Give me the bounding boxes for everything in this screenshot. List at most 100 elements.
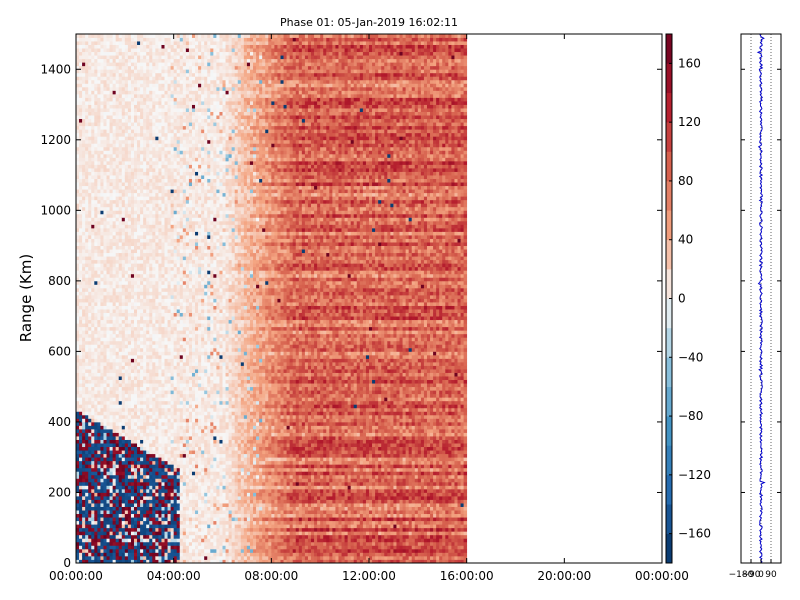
heatmap-cell [146, 245, 150, 250]
heatmap-cell [124, 545, 129, 550]
heatmap-cell [109, 503, 114, 507]
heatmap-cell [85, 153, 89, 158]
heatmap-cell [149, 146, 153, 151]
heatmap-cell [88, 291, 92, 296]
heatmap-cell [152, 273, 156, 278]
heatmap-cell [85, 354, 89, 359]
heatmap-cell [76, 280, 80, 285]
heatmap-cell [76, 517, 80, 522]
heatmap-cell [124, 527, 129, 532]
heatmap-cell [155, 182, 159, 187]
heatmap-cell [124, 436, 129, 440]
heatmap-cell [161, 122, 165, 127]
heatmap-cell [88, 97, 92, 102]
heatmap-cell [170, 464, 175, 469]
heatmap-cell [161, 365, 165, 370]
heatmap-cell [85, 421, 89, 426]
heatmap-cell [155, 213, 159, 218]
heatmap-cell [112, 379, 117, 384]
heatmap-cell [133, 192, 138, 197]
heatmap-cell [173, 386, 178, 391]
heatmap-cell [97, 160, 101, 165]
heatmap-cell [127, 203, 132, 208]
heatmap-cell [106, 118, 110, 123]
heatmap-cell [94, 287, 98, 292]
heatmap-cell [158, 160, 162, 165]
heatmap-cell [124, 252, 129, 257]
heatmap-cell [115, 333, 120, 338]
heatmap-cell [112, 37, 117, 42]
heatmap-cell [155, 192, 159, 197]
heatmap-cell [173, 196, 178, 201]
heatmap-cell [100, 287, 104, 292]
heatmap-cell [161, 196, 165, 201]
heatmap-cell [164, 302, 168, 306]
heatmap-cell [158, 227, 162, 232]
heatmap-cell [103, 400, 107, 405]
heatmap-cell [146, 471, 150, 476]
heatmap-cell [79, 55, 83, 60]
heatmap-cell [161, 510, 165, 515]
heatmap-cell [91, 115, 95, 120]
heatmap-cell [161, 266, 165, 271]
heatmap-cell [146, 65, 150, 70]
heatmap-cell [79, 51, 83, 56]
heatmap-cell [158, 428, 162, 433]
heatmap-cell [109, 513, 114, 518]
heatmap-cell [76, 256, 80, 261]
heatmap-cell [106, 372, 110, 377]
heatmap-cell [88, 118, 92, 123]
heatmap-cell [176, 499, 181, 504]
heatmap-cell [97, 340, 101, 345]
heatmap-cell [94, 136, 98, 141]
heatmap-cell [91, 164, 95, 169]
heatmap-cell [91, 104, 95, 109]
heatmap-cell [173, 316, 178, 321]
heatmap-cell [127, 344, 132, 349]
heatmap-cell [124, 146, 129, 151]
heatmap-cell [82, 305, 86, 310]
heatmap-cell [121, 481, 126, 486]
heatmap-cell [91, 231, 95, 236]
heatmap-cell [140, 62, 144, 67]
heatmap-cell [115, 37, 120, 42]
heatmap-cell [173, 390, 178, 395]
heatmap-cell [106, 347, 110, 352]
heatmap-cell [158, 503, 162, 507]
heatmap-cell [97, 517, 101, 522]
heatmap-cell [155, 86, 159, 91]
heatmap-cell [170, 224, 175, 229]
heatmap-cell [88, 37, 92, 42]
heatmap-cell [85, 316, 89, 321]
heatmap-cell [143, 196, 147, 201]
heatmap-cell [133, 344, 138, 349]
heatmap-cell [109, 488, 114, 493]
heatmap-cell [121, 541, 126, 546]
heatmap-cell [164, 51, 168, 56]
heatmap-cell [124, 471, 129, 476]
heatmap-cell [161, 273, 165, 278]
heatmap-cell [121, 34, 126, 38]
heatmap-cell [149, 450, 153, 455]
heatmap-cell [143, 72, 147, 77]
heatmap-cell [103, 108, 107, 112]
heatmap-cell [76, 139, 80, 144]
heatmap-cell [143, 182, 147, 187]
heatmap-cell [158, 545, 162, 550]
heatmap-cell [109, 213, 114, 218]
heatmap-cell [100, 460, 104, 465]
heatmap-cell [91, 76, 95, 81]
heatmap-cell [82, 457, 86, 462]
heatmap-cell [161, 104, 165, 109]
heatmap-cell [130, 312, 135, 317]
heatmap-cell [173, 256, 178, 261]
heatmap-cell [137, 453, 141, 458]
heatmap-cell [152, 421, 156, 426]
heatmap-cell [170, 467, 175, 472]
heatmap-cell [103, 524, 107, 529]
heatmap-cell [82, 287, 86, 292]
heatmap-cell [79, 524, 83, 529]
heatmap-cell [106, 280, 110, 285]
heatmap-cell [109, 298, 114, 303]
heatmap-cell [88, 153, 92, 158]
